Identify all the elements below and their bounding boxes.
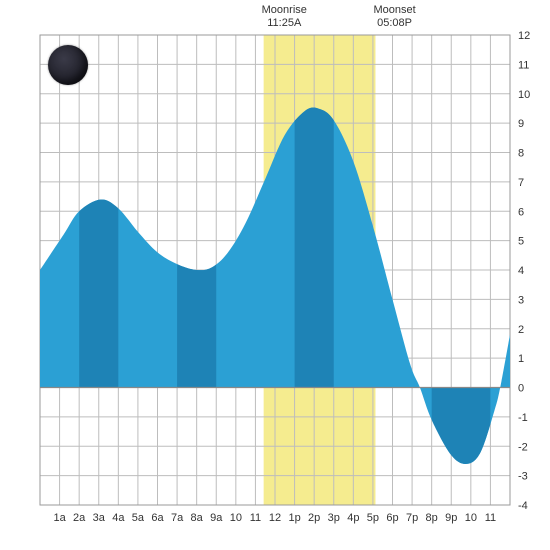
moonset-label: Moonset 05:08P — [373, 4, 415, 30]
moonrise-label: Moonrise 11:25A — [262, 4, 307, 30]
moonset-time: 05:08P — [373, 17, 415, 30]
svg-text:8a: 8a — [191, 512, 204, 524]
moonrise-time: 11:25A — [262, 17, 307, 30]
svg-text:-4: -4 — [518, 500, 528, 512]
svg-text:4p: 4p — [347, 512, 359, 524]
svg-text:9: 9 — [518, 118, 524, 130]
svg-text:3p: 3p — [328, 512, 340, 524]
svg-text:11: 11 — [250, 512, 261, 524]
svg-text:10: 10 — [518, 89, 530, 101]
svg-text:12: 12 — [269, 512, 281, 524]
svg-text:1a: 1a — [53, 512, 66, 524]
moonrise-text: Moonrise — [262, 4, 307, 17]
svg-text:6a: 6a — [151, 512, 164, 524]
svg-text:7: 7 — [518, 177, 524, 189]
svg-text:5a: 5a — [132, 512, 145, 524]
moon-phase-icon — [48, 45, 88, 85]
svg-text:2a: 2a — [73, 512, 86, 524]
svg-text:7a: 7a — [171, 512, 184, 524]
svg-text:11: 11 — [485, 512, 496, 524]
svg-text:-1: -1 — [518, 412, 528, 424]
tide-chart: 1a2a3a4a5a6a7a8a9a1011121p2p3p4p5p6p7p8p… — [0, 0, 550, 550]
svg-text:9p: 9p — [445, 512, 457, 524]
svg-text:10: 10 — [465, 512, 477, 524]
svg-text:5: 5 — [518, 236, 524, 248]
svg-text:4: 4 — [518, 265, 524, 277]
svg-text:9a: 9a — [210, 512, 223, 524]
svg-text:1p: 1p — [288, 512, 300, 524]
moonset-text: Moonset — [373, 4, 415, 17]
svg-text:0: 0 — [518, 383, 524, 395]
svg-text:2: 2 — [518, 324, 524, 336]
svg-text:11: 11 — [518, 59, 529, 71]
chart-svg: 1a2a3a4a5a6a7a8a9a1011121p2p3p4p5p6p7p8p… — [0, 0, 550, 550]
svg-text:8: 8 — [518, 148, 524, 160]
svg-text:4a: 4a — [112, 512, 125, 524]
svg-text:6p: 6p — [386, 512, 398, 524]
svg-text:3a: 3a — [93, 512, 106, 524]
svg-text:1: 1 — [518, 353, 524, 365]
svg-text:2p: 2p — [308, 512, 320, 524]
svg-text:-2: -2 — [518, 441, 528, 453]
svg-text:12: 12 — [518, 30, 530, 42]
svg-text:3: 3 — [518, 294, 524, 306]
svg-text:6: 6 — [518, 206, 524, 218]
svg-text:7p: 7p — [406, 512, 418, 524]
svg-text:5p: 5p — [367, 512, 379, 524]
svg-text:-3: -3 — [518, 471, 528, 483]
svg-text:8p: 8p — [426, 512, 438, 524]
svg-text:10: 10 — [230, 512, 242, 524]
